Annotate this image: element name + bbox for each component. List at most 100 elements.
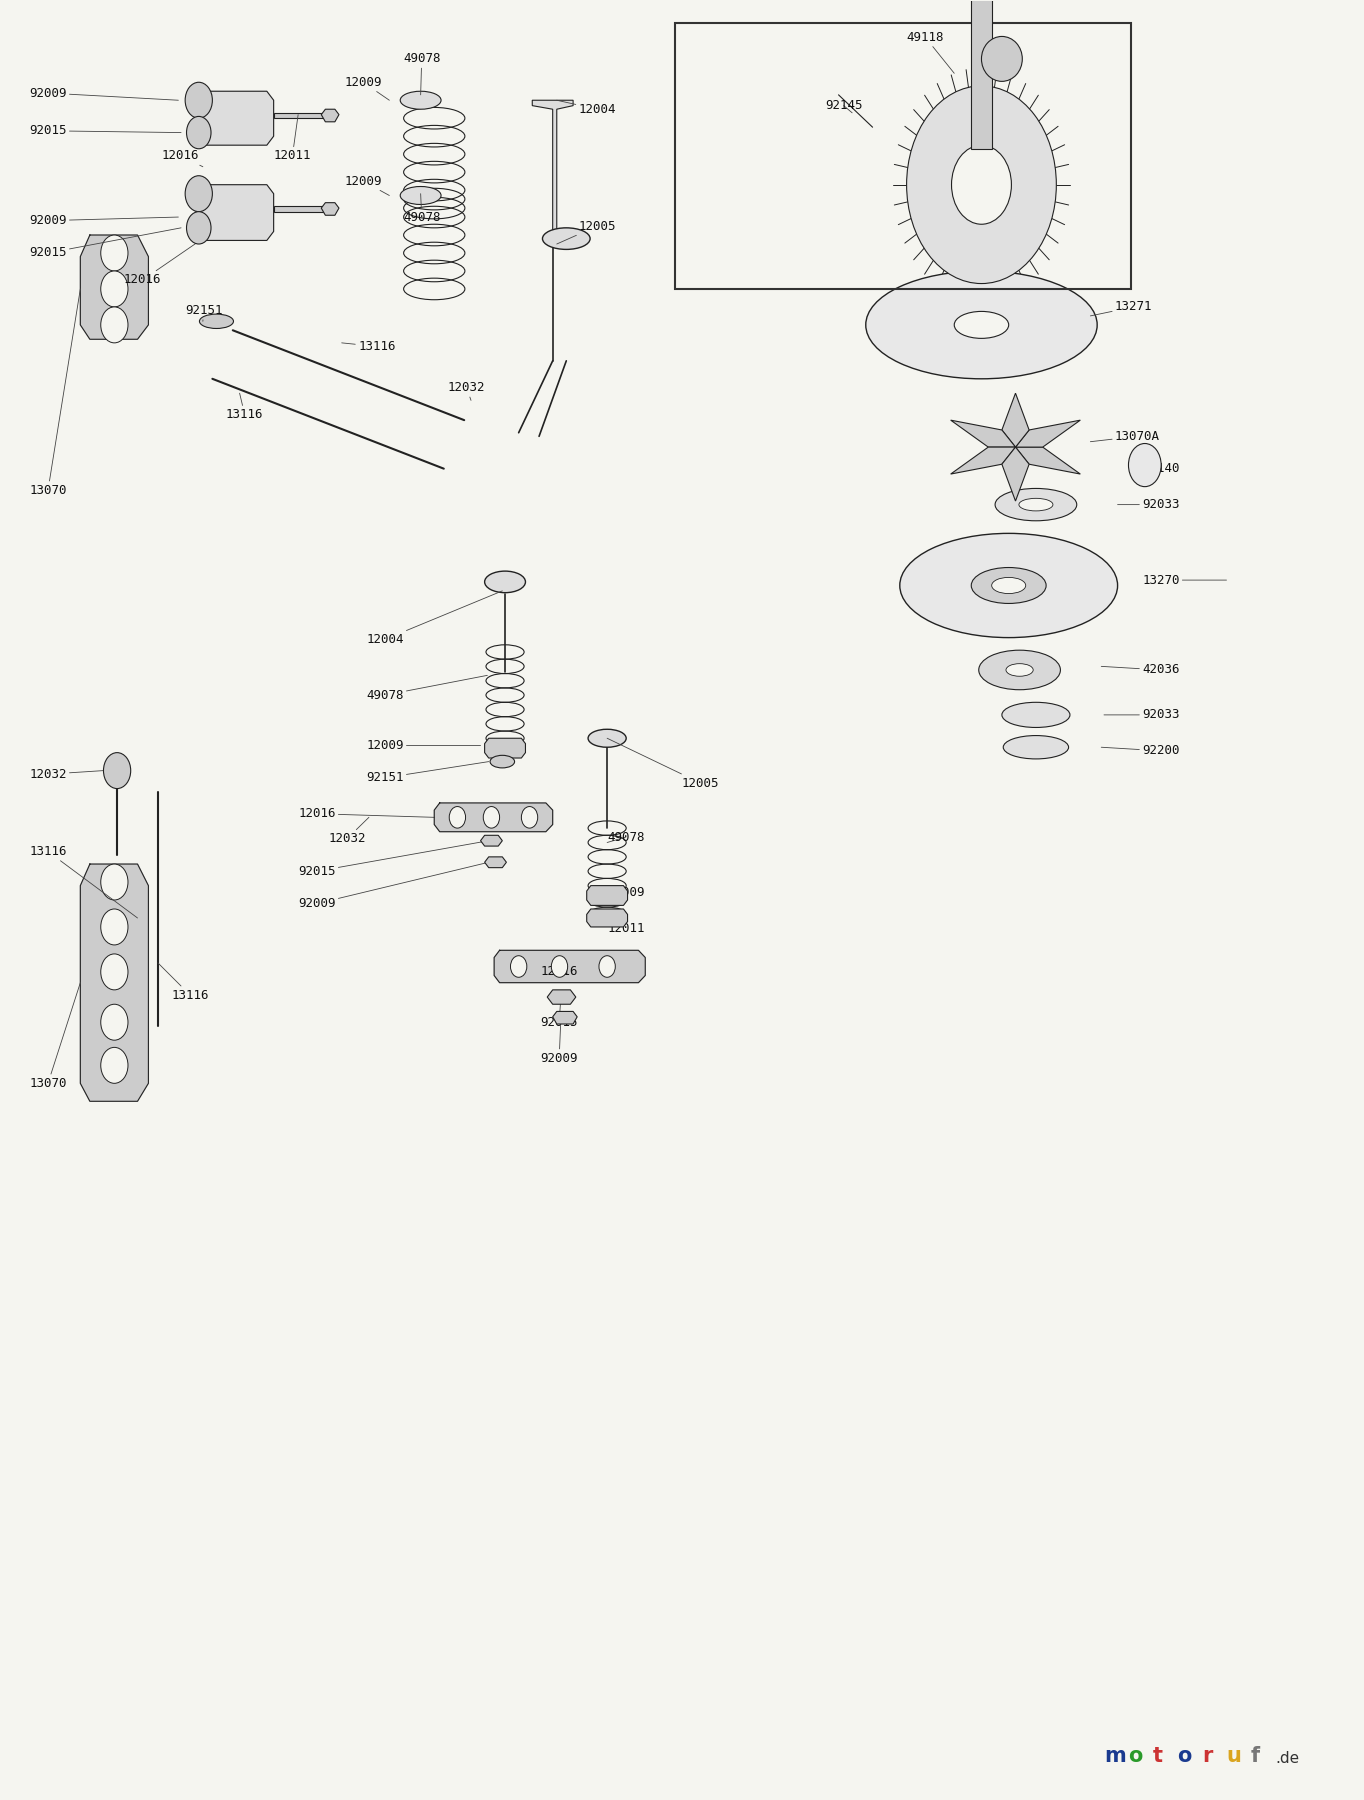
Text: 12004: 12004 xyxy=(366,590,502,646)
Ellipse shape xyxy=(1007,664,1033,677)
Polygon shape xyxy=(80,864,149,1102)
Text: 92015: 92015 xyxy=(299,841,488,878)
Circle shape xyxy=(101,909,128,945)
Polygon shape xyxy=(484,738,525,758)
Text: 92033: 92033 xyxy=(1117,499,1180,511)
Text: 12016: 12016 xyxy=(124,239,203,286)
Polygon shape xyxy=(587,909,627,927)
Ellipse shape xyxy=(1004,736,1068,760)
Text: 92015: 92015 xyxy=(540,997,578,1030)
Text: 92033: 92033 xyxy=(1103,709,1180,722)
Text: 12009: 12009 xyxy=(345,175,389,196)
Text: 92140: 92140 xyxy=(1142,463,1180,475)
Text: 12032: 12032 xyxy=(329,817,368,846)
Polygon shape xyxy=(951,419,1016,446)
Text: .de: .de xyxy=(1275,1751,1300,1766)
Polygon shape xyxy=(552,1012,577,1024)
Ellipse shape xyxy=(400,92,441,110)
Circle shape xyxy=(551,956,567,977)
Text: 13271: 13271 xyxy=(1090,301,1153,317)
Text: 13070A: 13070A xyxy=(1090,430,1159,443)
Text: 92009: 92009 xyxy=(299,862,488,911)
Circle shape xyxy=(187,212,211,245)
Circle shape xyxy=(1128,443,1161,486)
Polygon shape xyxy=(480,835,502,846)
Text: 92151: 92151 xyxy=(186,304,222,320)
Circle shape xyxy=(510,956,527,977)
Text: 92151: 92151 xyxy=(366,761,488,785)
Circle shape xyxy=(521,806,537,828)
Ellipse shape xyxy=(490,756,514,769)
Polygon shape xyxy=(1016,419,1080,446)
Text: 12032: 12032 xyxy=(447,382,486,400)
Polygon shape xyxy=(494,950,645,983)
Text: 12032: 12032 xyxy=(29,767,104,781)
Text: 13070: 13070 xyxy=(29,983,80,1089)
Polygon shape xyxy=(196,185,274,241)
Ellipse shape xyxy=(971,567,1046,603)
Ellipse shape xyxy=(1003,702,1069,727)
Circle shape xyxy=(483,806,499,828)
Ellipse shape xyxy=(199,315,233,328)
Text: 49078: 49078 xyxy=(366,675,487,702)
Text: 13116: 13116 xyxy=(29,844,138,918)
Text: 12005: 12005 xyxy=(557,220,617,245)
Polygon shape xyxy=(951,446,1016,473)
Text: 12004: 12004 xyxy=(557,101,617,115)
Polygon shape xyxy=(484,857,506,868)
Text: 13070: 13070 xyxy=(29,290,80,497)
Text: 12009: 12009 xyxy=(345,76,389,101)
Ellipse shape xyxy=(992,578,1026,594)
Circle shape xyxy=(104,752,131,788)
Text: 12011: 12011 xyxy=(274,115,311,162)
Text: 92145: 92145 xyxy=(825,99,862,113)
Polygon shape xyxy=(80,236,149,338)
Polygon shape xyxy=(196,92,274,146)
Ellipse shape xyxy=(588,729,626,747)
Text: 12011: 12011 xyxy=(607,916,645,936)
Ellipse shape xyxy=(400,187,441,205)
Circle shape xyxy=(952,146,1012,225)
Ellipse shape xyxy=(982,36,1022,81)
Text: 92015: 92015 xyxy=(29,124,181,137)
Circle shape xyxy=(101,954,128,990)
Ellipse shape xyxy=(1019,499,1053,511)
Ellipse shape xyxy=(866,272,1097,378)
Text: m: m xyxy=(1103,1746,1125,1766)
Text: 92200: 92200 xyxy=(1101,745,1180,758)
Text: 12005: 12005 xyxy=(607,738,719,790)
Polygon shape xyxy=(274,113,331,119)
Text: 49118: 49118 xyxy=(907,31,955,74)
Text: 12016: 12016 xyxy=(162,149,203,167)
Ellipse shape xyxy=(900,533,1117,637)
Bar xyxy=(971,0,993,149)
Text: 13116: 13116 xyxy=(226,392,263,421)
Polygon shape xyxy=(322,110,340,122)
Text: o: o xyxy=(1128,1746,1143,1766)
Text: 49078: 49078 xyxy=(607,830,645,844)
Text: 49078: 49078 xyxy=(402,52,441,95)
Polygon shape xyxy=(547,990,576,1004)
Polygon shape xyxy=(1003,392,1028,446)
Text: f: f xyxy=(1251,1746,1260,1766)
Circle shape xyxy=(187,117,211,149)
Circle shape xyxy=(101,308,128,342)
Circle shape xyxy=(101,864,128,900)
Circle shape xyxy=(101,236,128,272)
Ellipse shape xyxy=(955,311,1009,338)
Text: 92009: 92009 xyxy=(29,86,179,101)
Polygon shape xyxy=(322,203,340,216)
Circle shape xyxy=(186,83,213,119)
Text: 49078: 49078 xyxy=(402,194,441,223)
Polygon shape xyxy=(274,207,331,212)
Circle shape xyxy=(101,1048,128,1084)
Ellipse shape xyxy=(979,650,1060,689)
Circle shape xyxy=(101,1004,128,1040)
Polygon shape xyxy=(532,101,573,236)
Text: 12009: 12009 xyxy=(366,740,480,752)
Circle shape xyxy=(907,86,1056,284)
Text: r: r xyxy=(1202,1746,1213,1766)
Circle shape xyxy=(599,956,615,977)
Text: 92009: 92009 xyxy=(540,1019,578,1064)
Text: 12016: 12016 xyxy=(540,965,578,979)
